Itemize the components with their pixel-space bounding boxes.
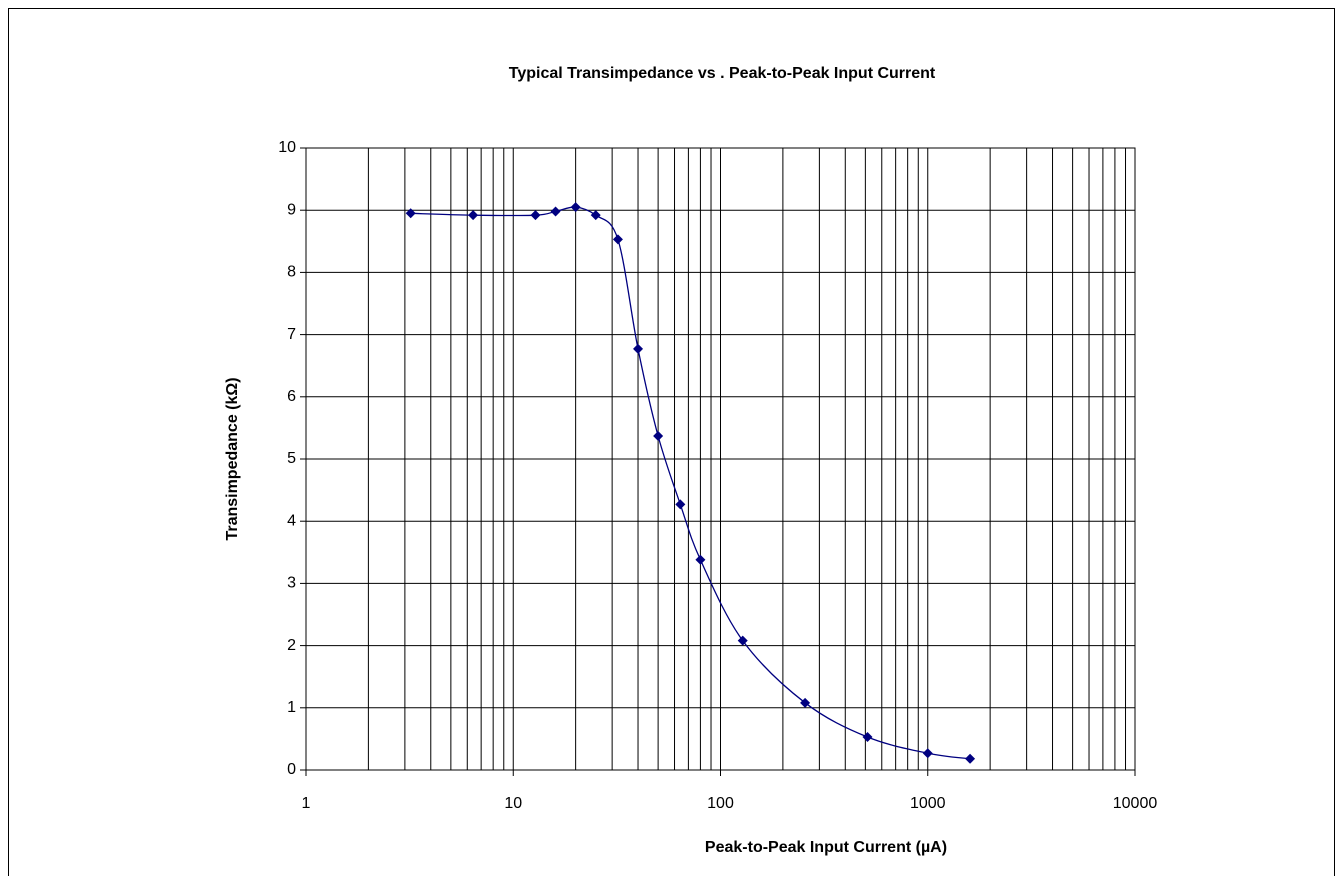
plot-border <box>305 147 1136 771</box>
data-point <box>922 748 933 759</box>
y-tick-label: 3 <box>287 575 296 592</box>
y-tick-label: 8 <box>287 264 296 281</box>
y-tick-label: 9 <box>287 201 296 218</box>
chart-title: Typical Transimpedance vs . Peak-to-Peak… <box>509 65 936 82</box>
y-tick-label: 5 <box>287 450 296 467</box>
data-point <box>965 753 976 764</box>
data-point <box>612 234 623 245</box>
y-tick-label: 0 <box>287 761 296 778</box>
data-point <box>590 210 601 221</box>
data-point <box>862 732 873 743</box>
data-point <box>675 499 686 510</box>
y-tick-label: 10 <box>278 139 296 156</box>
data-point <box>468 210 479 221</box>
data-point <box>800 697 811 708</box>
data-point <box>570 202 581 213</box>
frame <box>8 8 1335 876</box>
data-point <box>737 635 748 646</box>
series-line <box>410 206 971 760</box>
y-tick-label: 4 <box>287 512 296 529</box>
data-point <box>653 430 664 441</box>
x-tick-label: 1000 <box>910 795 946 812</box>
y-tick-label: 7 <box>287 326 296 343</box>
y-tick-label: 6 <box>287 388 296 405</box>
x-tick-label: 100 <box>707 795 734 812</box>
data-point <box>695 554 706 565</box>
data-point <box>550 206 561 217</box>
x-tick-label: 1 <box>302 795 311 812</box>
y-tick-label: 1 <box>287 699 296 716</box>
x-tick-label: 10 <box>504 795 522 812</box>
data-point <box>405 208 416 219</box>
data-point <box>633 343 644 354</box>
data-point <box>530 210 541 221</box>
x-axis-label: Peak-to-Peak Input Current (µA) <box>705 839 947 856</box>
y-axis-label: Transimpedance (kΩ) <box>224 377 241 540</box>
x-tick-label: 10000 <box>1113 795 1158 812</box>
y-tick-label: 2 <box>287 637 296 654</box>
